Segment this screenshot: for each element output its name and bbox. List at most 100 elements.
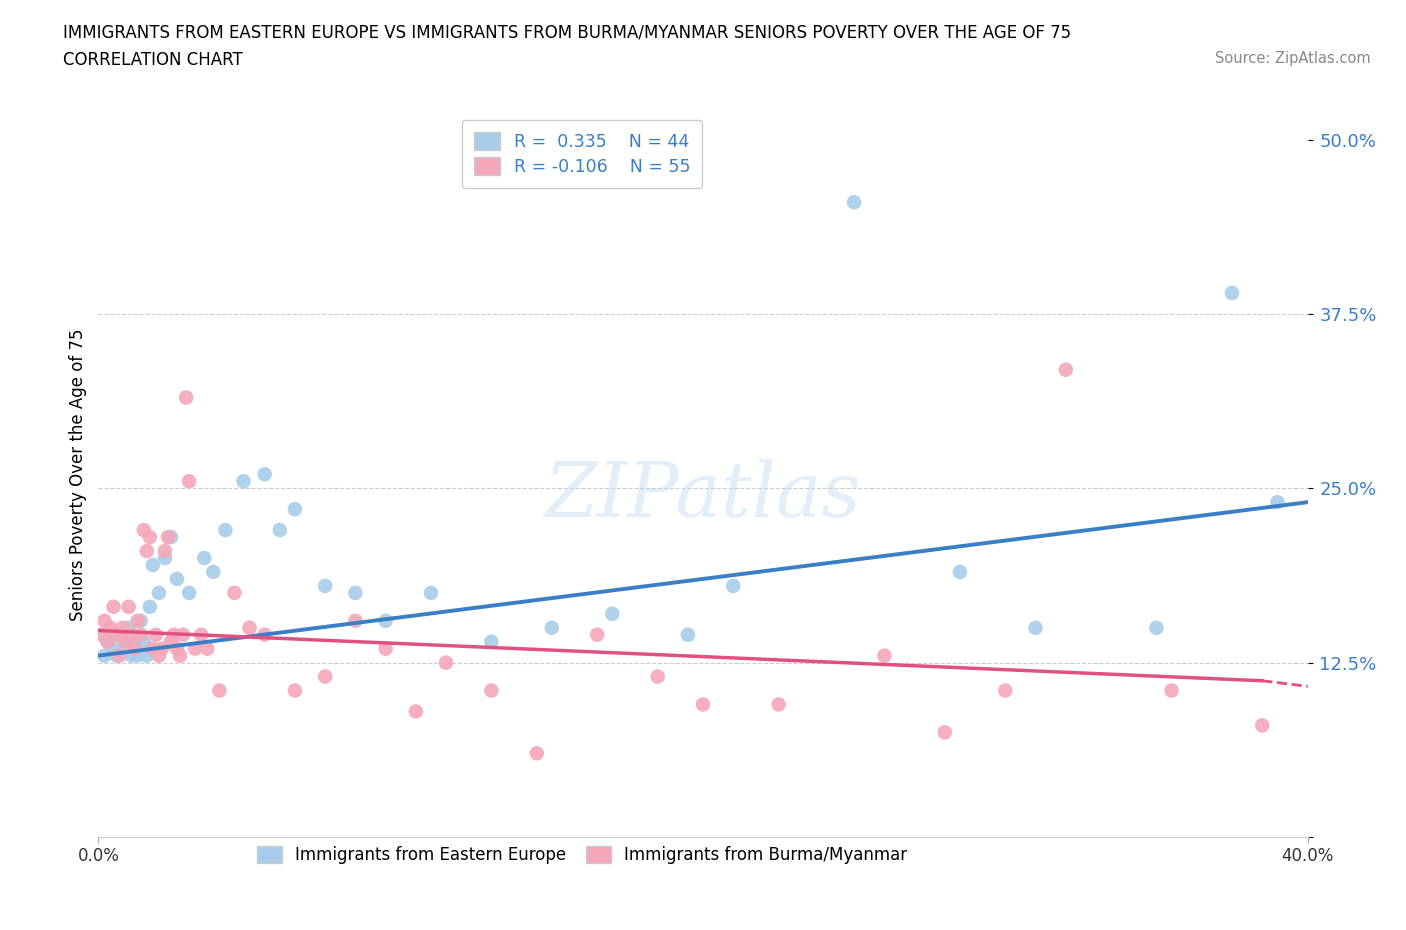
Point bbox=[160, 530, 183, 545]
Point bbox=[166, 571, 188, 587]
Point bbox=[129, 628, 152, 643]
Point bbox=[844, 195, 866, 210]
Point bbox=[434, 656, 457, 671]
Point bbox=[344, 586, 367, 601]
Point bbox=[163, 628, 186, 643]
Point bbox=[114, 634, 136, 649]
Point bbox=[139, 530, 162, 545]
Point bbox=[172, 628, 194, 643]
Point bbox=[602, 606, 624, 621]
Point bbox=[135, 648, 157, 663]
Point bbox=[93, 614, 115, 629]
Point bbox=[526, 746, 548, 761]
Point bbox=[160, 634, 183, 649]
Point bbox=[253, 467, 276, 482]
Point bbox=[239, 620, 262, 635]
Point bbox=[111, 642, 134, 657]
Point bbox=[156, 530, 179, 545]
Point bbox=[314, 670, 336, 684]
Point bbox=[269, 523, 291, 538]
Point bbox=[145, 628, 167, 643]
Point bbox=[284, 684, 307, 698]
Point bbox=[179, 474, 201, 489]
Point bbox=[142, 642, 165, 657]
Text: IMMIGRANTS FROM EASTERN EUROPE VS IMMIGRANTS FROM BURMA/MYANMAR SENIORS POVERTY : IMMIGRANTS FROM EASTERN EUROPE VS IMMIGR… bbox=[63, 23, 1071, 41]
Point bbox=[195, 642, 218, 657]
Point bbox=[127, 648, 149, 663]
Point bbox=[96, 634, 118, 649]
Point bbox=[934, 725, 956, 740]
Point bbox=[873, 648, 896, 663]
Point bbox=[124, 642, 146, 657]
Point bbox=[135, 544, 157, 559]
Point bbox=[118, 620, 141, 635]
Point bbox=[540, 620, 562, 635]
Point bbox=[208, 684, 231, 698]
Point bbox=[692, 698, 714, 712]
Point bbox=[96, 634, 118, 649]
Point bbox=[284, 502, 307, 517]
Point bbox=[121, 628, 143, 643]
Point bbox=[93, 648, 115, 663]
Point bbox=[420, 586, 443, 601]
Point bbox=[139, 600, 162, 615]
Point bbox=[124, 634, 146, 649]
Point bbox=[179, 586, 201, 601]
Point bbox=[253, 628, 276, 643]
Point bbox=[90, 628, 112, 643]
Point bbox=[100, 628, 122, 643]
Point bbox=[105, 648, 128, 663]
Point bbox=[150, 642, 173, 657]
Point bbox=[647, 670, 669, 684]
Point bbox=[153, 551, 176, 565]
Point bbox=[129, 614, 152, 629]
Point bbox=[184, 642, 207, 657]
Point bbox=[1054, 363, 1077, 378]
Legend: Immigrants from Eastern Europe, Immigrants from Burma/Myanmar: Immigrants from Eastern Europe, Immigran… bbox=[249, 837, 915, 872]
Point bbox=[374, 642, 396, 657]
Point bbox=[132, 634, 155, 649]
Point bbox=[202, 565, 225, 579]
Point bbox=[100, 620, 122, 635]
Point bbox=[132, 523, 155, 538]
Point bbox=[108, 628, 131, 643]
Point bbox=[481, 634, 503, 649]
Point bbox=[224, 586, 246, 601]
Point bbox=[1251, 718, 1274, 733]
Point bbox=[949, 565, 972, 579]
Point bbox=[142, 558, 165, 573]
Point bbox=[111, 620, 134, 635]
Point bbox=[148, 586, 170, 601]
Point bbox=[214, 523, 236, 538]
Point bbox=[1220, 286, 1243, 300]
Point bbox=[1024, 620, 1046, 635]
Point bbox=[127, 614, 149, 629]
Point bbox=[344, 614, 367, 629]
Point bbox=[676, 628, 699, 643]
Point bbox=[153, 544, 176, 559]
Point bbox=[103, 642, 125, 657]
Point bbox=[586, 628, 609, 643]
Y-axis label: Seniors Poverty Over the Age of 75: Seniors Poverty Over the Age of 75 bbox=[69, 328, 87, 620]
Point bbox=[114, 634, 136, 649]
Text: CORRELATION CHART: CORRELATION CHART bbox=[63, 51, 243, 69]
Point bbox=[481, 684, 503, 698]
Text: Source: ZipAtlas.com: Source: ZipAtlas.com bbox=[1215, 51, 1371, 66]
Point bbox=[232, 474, 254, 489]
Point bbox=[174, 391, 197, 405]
Point bbox=[405, 704, 427, 719]
Point bbox=[1160, 684, 1182, 698]
Point bbox=[314, 578, 336, 593]
Point bbox=[169, 648, 191, 663]
Point bbox=[723, 578, 745, 593]
Point bbox=[118, 600, 141, 615]
Point bbox=[166, 642, 188, 657]
Point bbox=[1144, 620, 1167, 635]
Point bbox=[148, 648, 170, 663]
Point bbox=[103, 600, 125, 615]
Text: ZIPatlas: ZIPatlas bbox=[544, 459, 862, 533]
Point bbox=[193, 551, 215, 565]
Point bbox=[190, 628, 212, 643]
Point bbox=[1267, 495, 1289, 510]
Point bbox=[374, 614, 396, 629]
